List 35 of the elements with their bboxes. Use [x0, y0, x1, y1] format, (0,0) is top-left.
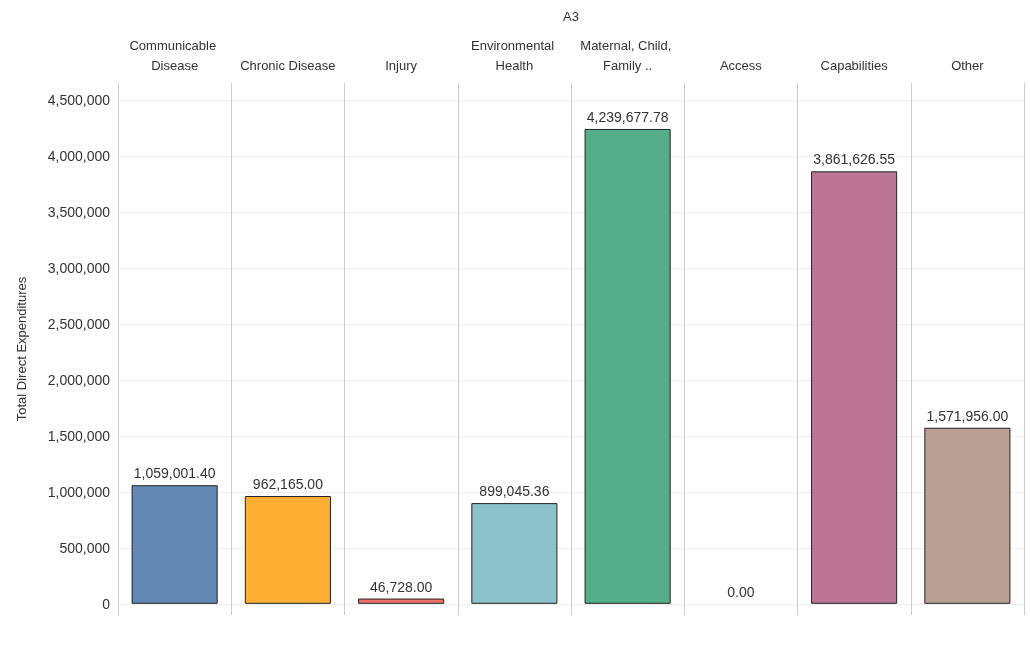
bar: [471, 503, 558, 604]
bar: [811, 171, 898, 604]
bar: [244, 496, 331, 604]
y-tick-label: 500,000: [59, 539, 111, 556]
y-tick-label: 0: [102, 595, 111, 612]
y-tick-label: 4,500,000: [47, 91, 111, 108]
data-label: 1,059,001.40: [133, 465, 216, 482]
y-tick-label: 2,500,000: [47, 315, 111, 332]
data-label: 4,239,677.78: [586, 108, 669, 125]
x-tick-label: Chronic Disease: [240, 57, 336, 73]
bar: [358, 598, 445, 604]
y-tick-label: 3,500,000: [47, 203, 111, 220]
x-tick-label: Other: [951, 57, 985, 73]
x-tick-label: Communicable Disease: [129, 37, 220, 73]
data-label: 0.00: [727, 583, 755, 600]
data-label: 3,861,626.55: [813, 151, 896, 168]
y-tick-label: 1,500,000: [47, 427, 111, 444]
bar: [131, 485, 218, 604]
chart-title: A3: [563, 9, 579, 24]
y-tick-label: 1,000,000: [47, 483, 111, 500]
x-tick-label: Capabilities: [820, 57, 889, 73]
y-axis-title: Total Direct Expenditures: [14, 276, 29, 422]
x-tick-label: Access: [719, 57, 763, 73]
y-tick-label: 4,000,000: [47, 147, 111, 164]
data-label: 1,571,956.00: [926, 407, 1009, 424]
bar: [584, 128, 671, 604]
y-tick-label: 2,000,000: [47, 371, 111, 388]
data-label: 46,728.00: [369, 578, 433, 595]
data-label: 899,045.36: [479, 483, 550, 500]
x-tick-label: Maternal, Child, Family ..: [580, 37, 675, 73]
data-label: 962,165.00: [252, 476, 324, 493]
x-tick-label: Injury: [385, 57, 418, 73]
y-tick-label: 3,000,000: [47, 259, 111, 276]
x-tick-label: Environmental Health: [471, 37, 558, 73]
bar: [924, 427, 1011, 604]
